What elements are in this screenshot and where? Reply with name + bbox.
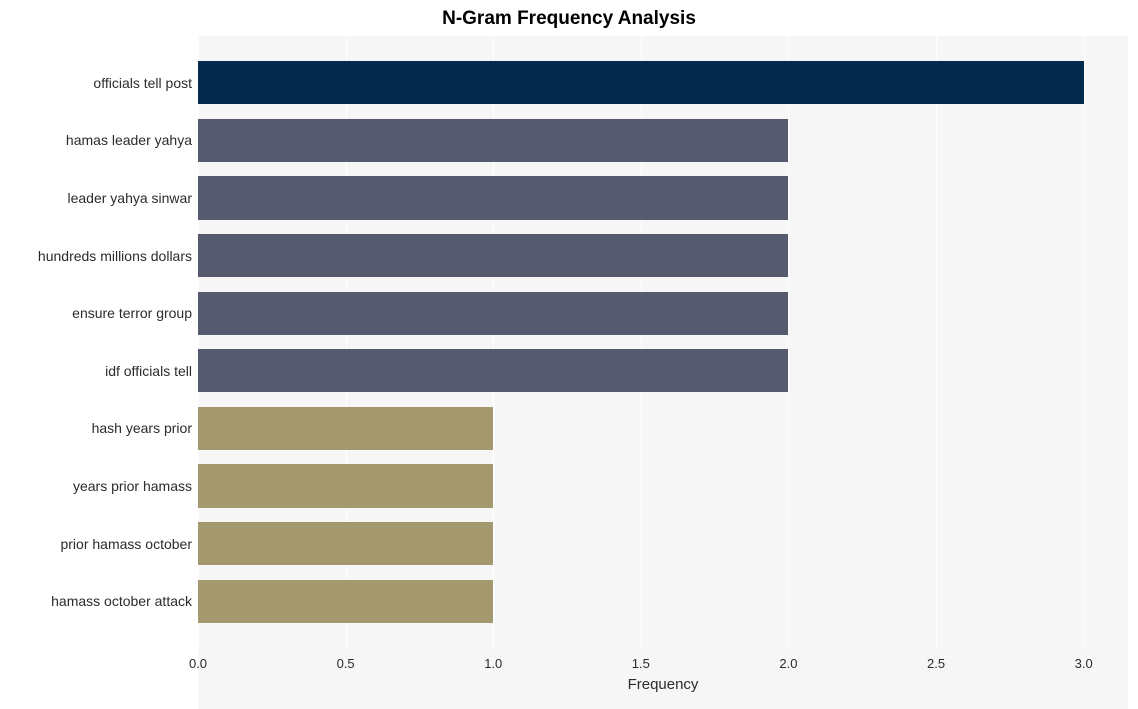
bar <box>198 522 493 565</box>
y-tick-label: hamass october attack <box>51 593 192 609</box>
x-gridline <box>788 36 789 648</box>
y-tick-label: hash years prior <box>92 420 192 436</box>
plot-area <box>198 36 1128 648</box>
y-tick-label: years prior hamass <box>73 478 192 494</box>
bar <box>198 407 493 450</box>
x-tick-label: 1.5 <box>632 656 650 671</box>
y-tick-label: leader yahya sinwar <box>67 190 192 206</box>
chart-title: N-Gram Frequency Analysis <box>0 8 1138 30</box>
bar <box>198 234 788 277</box>
x-axis-label: Frequency <box>198 676 1128 693</box>
x-tick-label: 2.0 <box>779 656 797 671</box>
bar <box>198 292 788 335</box>
bar <box>198 61 1084 104</box>
x-tick-label: 0.0 <box>189 656 207 671</box>
x-gridline <box>936 36 937 648</box>
x-tick-label: 0.5 <box>337 656 355 671</box>
x-gridline <box>1084 36 1085 648</box>
y-tick-label: prior hamass october <box>60 536 192 552</box>
y-tick-label: officials tell post <box>93 75 192 91</box>
y-tick-label: hamas leader yahya <box>66 132 192 148</box>
bar <box>198 464 493 507</box>
x-tick-label: 1.0 <box>484 656 502 671</box>
bar <box>198 580 493 623</box>
x-tick-label: 2.5 <box>927 656 945 671</box>
bar <box>198 119 788 162</box>
x-tick-label: 3.0 <box>1075 656 1093 671</box>
y-tick-label: idf officials tell <box>105 363 192 379</box>
bar <box>198 176 788 219</box>
y-tick-label: ensure terror group <box>72 305 192 321</box>
ngram-chart: N-Gram Frequency Analysis Frequency offi… <box>0 0 1138 701</box>
y-tick-label: hundreds millions dollars <box>38 248 192 264</box>
bar <box>198 349 788 392</box>
